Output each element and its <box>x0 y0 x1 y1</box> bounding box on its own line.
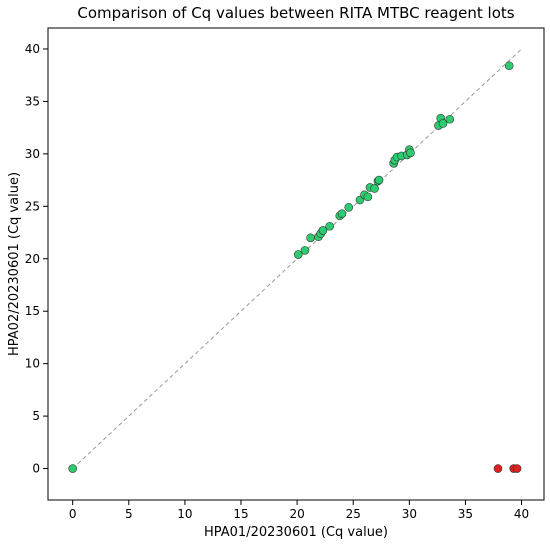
y-tick-label: 5 <box>32 409 40 423</box>
data-point <box>512 464 522 473</box>
reference-line <box>72 48 522 469</box>
y-tick-label: 25 <box>25 199 40 213</box>
data-point <box>68 464 77 473</box>
data-point <box>504 61 514 71</box>
plot-area: 0 5 10 15 20 25 30 35 40 0 5 10 15 20 25 30 35 40 <box>25 27 545 521</box>
x-tick-label: 5 <box>125 507 133 521</box>
data-point <box>445 114 455 124</box>
y-tick-label: 15 <box>25 304 40 318</box>
x-tick-label: 30 <box>402 507 417 521</box>
y-tick-label: 30 <box>25 147 40 161</box>
data-point <box>363 192 373 202</box>
x-tick-label: 35 <box>458 507 473 521</box>
x-tick-label: 40 <box>514 507 529 521</box>
data-point <box>318 226 328 235</box>
y-axis-ticks: 0 5 10 15 20 25 30 35 40 <box>25 42 48 476</box>
data-point <box>374 175 384 185</box>
x-axis-ticks: 0 5 10 15 20 25 30 35 40 <box>69 500 529 521</box>
data-point <box>337 209 347 218</box>
x-tick-label: 10 <box>177 507 192 521</box>
y-tick-label: 10 <box>25 357 40 371</box>
data-point <box>325 221 334 231</box>
data-point <box>293 250 303 259</box>
x-tick-label: 15 <box>233 507 248 521</box>
data-points <box>68 61 522 473</box>
data-point <box>300 246 310 255</box>
data-point <box>493 464 503 473</box>
plot-frame <box>47 27 545 501</box>
y-axis-label: HPA02/20230601 (Cq value) <box>7 172 22 356</box>
data-point <box>344 203 354 212</box>
y-tick-label: 20 <box>25 252 40 266</box>
chart-title: Comparison of Cq values between RITA MTB… <box>77 4 514 22</box>
data-point <box>306 233 315 243</box>
x-tick-label: 0 <box>69 507 77 521</box>
y-tick-label: 0 <box>32 462 40 476</box>
data-point <box>370 184 379 193</box>
x-tick-label: 25 <box>346 507 361 521</box>
x-axis-label: HPA01/20230601 (Cq value) <box>204 525 388 540</box>
data-point <box>438 119 448 128</box>
y-tick-label: 40 <box>25 42 40 56</box>
x-tick-label: 20 <box>289 507 304 521</box>
data-point <box>406 148 415 158</box>
y-tick-label: 35 <box>25 94 40 108</box>
